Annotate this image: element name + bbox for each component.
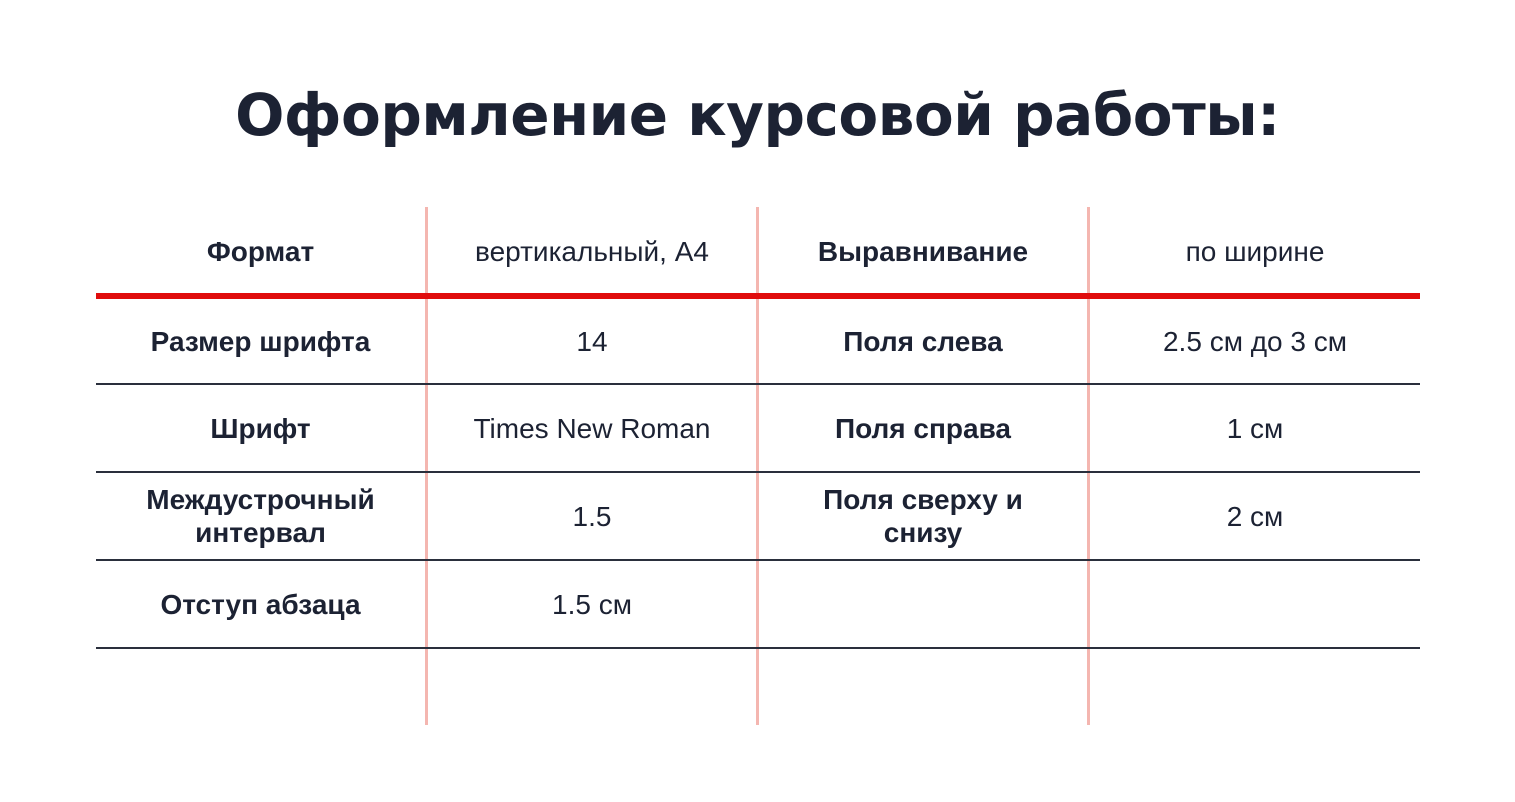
row-value: 1.5 [572, 500, 612, 532]
column-divider [1087, 207, 1090, 725]
row-value: 2.5 см до 3 см [1162, 325, 1348, 357]
row-value: 14 [576, 325, 608, 357]
row-label-alignment: Выравнивание [817, 236, 1029, 267]
row-divider [96, 559, 1420, 561]
row-value: Times New Roman [473, 412, 711, 444]
row-divider [96, 383, 1420, 385]
row-divider [96, 647, 1420, 649]
row-label-font: Шрифт [210, 412, 311, 444]
page-title: Оформление курсовой работы: [235, 81, 1280, 149]
row-value: 2 см [1226, 500, 1284, 532]
row-label-paragraph-indent: Отступ абзаца [160, 588, 361, 620]
row-value: по ширине [1185, 236, 1325, 267]
row-value-empty [1090, 561, 1420, 647]
row-label-font-size: Размер шрифта [150, 325, 371, 357]
row-label-formatting: Формат [206, 236, 315, 267]
row-label-right-margin: Поля справа [834, 412, 1011, 444]
row-value: 1.5 см [552, 588, 632, 620]
column-divider [756, 207, 759, 725]
row-value: вертикальный, А4 [475, 236, 709, 267]
row-label-empty [759, 561, 1087, 647]
row-value: 1 см [1226, 412, 1284, 444]
header-rule [96, 293, 1420, 299]
row-label-line-spacing: Междустрочный интервал [146, 484, 375, 548]
row-label-top-bottom-margin: Поля сверху и снизу [823, 484, 1023, 548]
row-divider [96, 471, 1420, 473]
row-label-left-margin: Поля слева [843, 325, 1003, 357]
column-divider [425, 207, 428, 725]
